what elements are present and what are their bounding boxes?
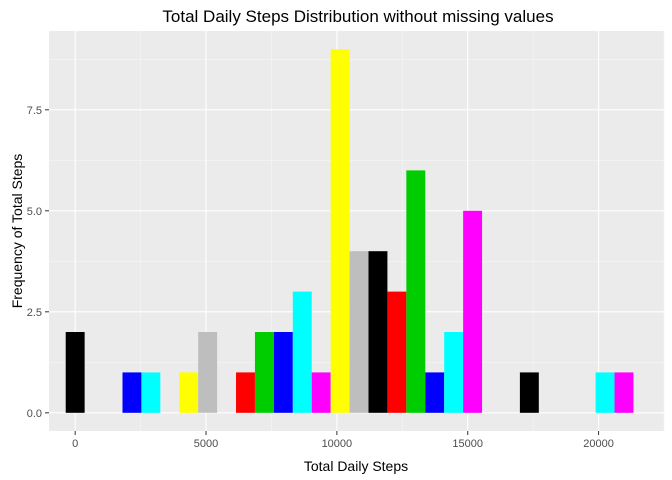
histogram-bar xyxy=(273,332,293,413)
x-tick-label: 5000 xyxy=(194,438,218,450)
y-axis-title: Frequency of Total Steps xyxy=(9,154,25,309)
histogram-bar xyxy=(368,251,388,413)
histogram-bar xyxy=(65,332,85,413)
chart-title: Total Daily Steps Distribution without m… xyxy=(162,7,553,26)
histogram-bar xyxy=(236,372,255,413)
y-tick-label: 5.0 xyxy=(27,206,42,218)
histogram-bar xyxy=(425,372,445,413)
histogram-bar xyxy=(614,372,634,413)
histogram-bar xyxy=(141,372,161,413)
histogram-bar xyxy=(387,291,407,413)
histogram-bar xyxy=(254,332,274,413)
histogram-bar xyxy=(444,332,464,413)
x-axis-ticks: 0 5000 10000 15000 20000 xyxy=(72,431,614,450)
y-tick-label: 7.5 xyxy=(27,105,42,117)
histogram-bar xyxy=(406,170,426,413)
histogram-bar xyxy=(198,332,218,413)
histogram-bar xyxy=(122,372,142,413)
x-tick-label: 15000 xyxy=(452,438,483,450)
x-axis-title: Total Daily Steps xyxy=(304,458,408,474)
histogram-bar xyxy=(595,372,615,413)
histogram-bar xyxy=(311,372,331,413)
histogram-bar xyxy=(179,372,199,413)
histogram-bars xyxy=(65,49,634,413)
histogram-bar xyxy=(463,210,483,413)
histogram-bar xyxy=(330,49,350,413)
histogram-bar xyxy=(292,291,312,413)
y-axis-ticks: 0.0 2.5 5.0 7.5 xyxy=(27,105,49,420)
y-tick-label: 0.0 xyxy=(27,408,42,420)
x-tick-label: 20000 xyxy=(583,438,614,450)
y-tick-label: 2.5 xyxy=(27,307,42,319)
histogram-bar xyxy=(519,372,539,413)
x-tick-label: 10000 xyxy=(322,438,353,450)
histogram-bar xyxy=(349,251,369,413)
x-tick-label: 0 xyxy=(72,438,78,450)
